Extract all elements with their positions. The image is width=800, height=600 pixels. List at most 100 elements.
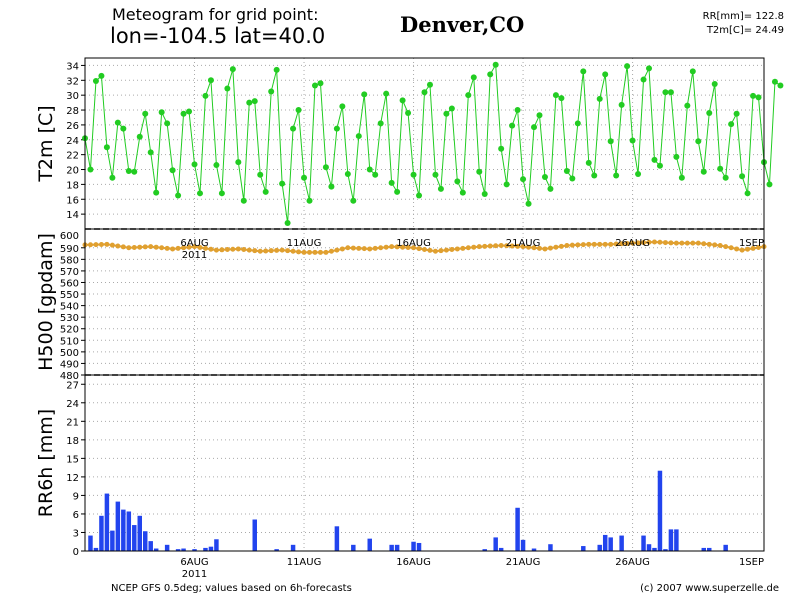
geopotential-point [279,247,285,253]
precipitation-ytick-label: 24 [66,399,79,410]
temperature-point [164,120,171,127]
temperature-point [437,185,444,192]
temperature-point [405,110,412,117]
temperature-point [443,110,450,117]
temperature-point [613,172,620,179]
temperature-point [591,172,598,179]
geopotential-point [756,244,762,250]
temperature-point [175,192,182,199]
temperature-point [541,173,548,180]
temperature-point [728,121,735,128]
temperature-point [580,68,587,75]
temperature-point [640,76,647,83]
geopotential-point [624,240,630,246]
temperature-point [777,82,784,89]
temperature-point [136,133,143,140]
geopotential-point [602,241,608,247]
date-label-bottom: 11AUG [287,557,322,568]
geopotential-point [717,242,723,248]
geopotential-point [378,245,384,251]
temperature-point [333,125,340,132]
geopotential-point [192,244,198,250]
geopotential-point [98,241,104,247]
year-label-bottom: 2011 [182,569,207,580]
geopotential-point [695,240,701,246]
temperature-point [717,165,724,172]
geopotential-point [536,245,542,251]
geopotential-point [339,246,345,252]
geopotential-point [252,248,258,254]
rain-total-stat: RR[mm]= 122.8 [702,11,784,22]
precipitation-bar [214,539,219,551]
geopotential-point [515,243,521,249]
temperature-ytick-label: 14 [66,210,79,221]
temperature-point [558,95,565,102]
precipitation-bar [707,547,712,551]
date-label-bottom: 26AUG [615,557,650,568]
temperature-point [470,74,477,81]
temperature-point [344,170,351,177]
geopotential-point [181,245,187,251]
geopotential-point [646,239,652,245]
geopotential-point [531,245,537,251]
temperature-point [147,149,154,156]
temperature-point [596,95,603,102]
temperature-point [92,78,99,85]
date-label-bottom: 6AUG [180,557,208,568]
temperature-ytick-label: 34 [66,61,79,72]
geopotential-ytick-label: 590 [60,244,79,255]
precipitation-bar [192,549,197,551]
temperature-point [295,107,302,114]
temperature-axis-label: T2m [C] [35,105,57,182]
precipitation-bar [581,546,586,551]
geopotential-point [93,242,99,248]
temperature-point [196,190,203,197]
geopotential-point [383,244,389,250]
precipitation-bar [482,549,487,551]
precipitation-ytick-label: 12 [66,473,79,484]
temperature-point [750,92,757,99]
precipitation-bar [104,493,110,551]
geopotential-point [487,243,493,249]
temperature-point [514,107,521,114]
temperature-point [284,220,291,227]
geopotential-ytick-label: 600 [60,231,79,242]
precipitation-bar [663,549,668,551]
geopotential-point [197,244,203,250]
precipitation-panel-frame [84,374,765,552]
temperature-point [153,189,160,196]
meteogram-title: Meteogram for grid point: [112,5,319,24]
geopotential-point [476,244,482,250]
precipitation-bar [608,537,613,551]
geopotential-point [454,246,460,252]
geopotential-point [575,242,581,248]
temperature-point [383,90,390,97]
geopotential-point [608,241,614,247]
geopotential-point [170,246,176,252]
geopotential-ytick-label: 560 [60,278,79,289]
temperature-point [459,189,466,196]
precipitation-bar [181,548,186,551]
temperature-point [218,190,225,197]
geopotential-point [728,245,734,251]
temperature-point [733,110,740,117]
precipitation-bar [394,544,400,551]
geopotential-point [246,247,252,253]
temperature-point [224,85,231,92]
geopotential-point [580,242,586,248]
temperature-point [755,94,762,101]
precipitation-bar [657,470,663,551]
temperature-point [421,89,428,96]
temperature-point [509,122,516,129]
geopotential-point [701,241,707,247]
temperature-point [563,168,570,175]
temperature-point [465,92,472,99]
geopotential-point [115,243,121,249]
temperature-point [246,99,253,106]
temperature-ytick-label: 16 [66,195,79,206]
temperature-point [180,110,187,117]
geopotential-point [307,249,313,255]
precipitation-bar [334,526,340,551]
precipitation-bar [252,519,257,551]
temperature-ytick-label: 20 [66,166,79,177]
